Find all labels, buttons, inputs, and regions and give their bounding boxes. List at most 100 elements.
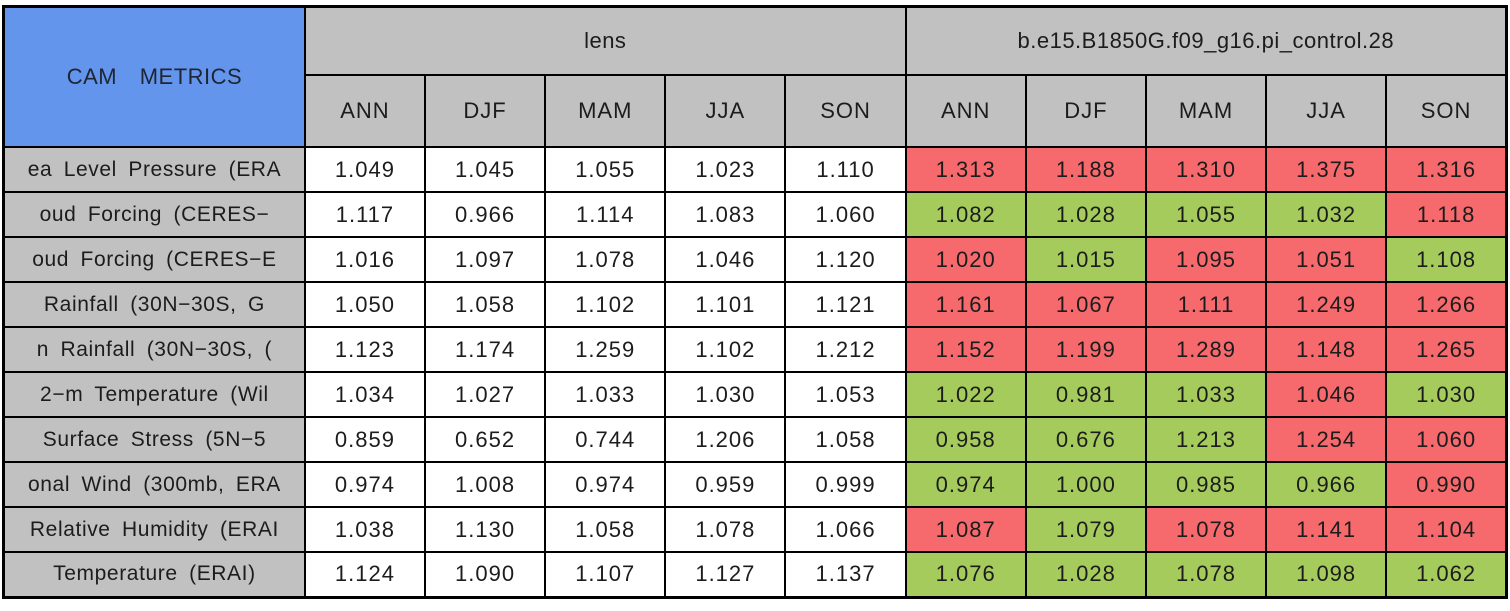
metric-row: Surface Stress (5N−5 0.859 0.652 0.744 1.206… xyxy=(2,416,1508,463)
lens-value-cell: 0.959 xyxy=(664,461,787,508)
lens-value-cell: 1.058 xyxy=(424,281,547,328)
lens-value-cell: 1.016 xyxy=(303,236,427,283)
metric-row: 2−m Temperature (Wil 1.034 1.027 1.033 1.030… xyxy=(2,371,1508,418)
season-header-control-jja: JJA xyxy=(1265,74,1388,148)
lens-value-cell: 1.008 xyxy=(424,461,547,508)
season-header-control-son: SON xyxy=(1385,74,1508,148)
metric-label: oud Forcing (CERES− xyxy=(2,191,306,238)
lens-value-cell: 1.102 xyxy=(664,326,787,373)
lens-value-cell: 1.127 xyxy=(664,551,787,598)
metric-row: oud Forcing (CERES− 1.117 0.966 1.114 1.083 1… xyxy=(2,191,1508,238)
lens-value-cell: 1.090 xyxy=(424,551,547,598)
control-value-cell: 1.098 xyxy=(1265,551,1388,598)
control-value-cell: 1.033 xyxy=(1144,371,1268,418)
control-value-cell: 1.051 xyxy=(1265,236,1388,283)
lens-value-cell: 1.102 xyxy=(544,281,667,328)
lens-value-cell: 1.121 xyxy=(784,281,907,328)
lens-value-cell: 0.999 xyxy=(784,461,907,508)
control-value-cell: 1.152 xyxy=(904,326,1027,373)
lens-value-cell: 1.038 xyxy=(303,506,427,553)
group-header-lens: lens xyxy=(303,5,907,76)
lens-value-cell: 1.049 xyxy=(303,146,427,193)
control-value-cell: 1.095 xyxy=(1144,236,1268,283)
lens-value-cell: 0.859 xyxy=(303,416,427,463)
control-value-cell: 1.082 xyxy=(904,191,1027,238)
lens-value-cell: 1.130 xyxy=(424,506,547,553)
season-header-lens-jja: JJA xyxy=(664,74,787,148)
control-value-cell: 1.249 xyxy=(1265,281,1388,328)
control-value-cell: 1.087 xyxy=(904,506,1027,553)
lens-value-cell: 1.066 xyxy=(784,506,907,553)
metric-label: Relative Humidity (ERAI xyxy=(2,506,306,553)
control-value-cell: 1.032 xyxy=(1265,191,1388,238)
control-value-cell: 1.118 xyxy=(1385,191,1508,238)
metric-label: Surface Stress (5N−5 xyxy=(2,416,306,463)
control-value-cell: 1.076 xyxy=(904,551,1027,598)
metric-row: Rainfall (30N−30S, G 1.050 1.058 1.102 1.101… xyxy=(2,281,1508,328)
lens-value-cell: 1.046 xyxy=(664,236,787,283)
control-value-cell: 1.000 xyxy=(1024,461,1147,508)
control-value-cell: 1.213 xyxy=(1144,416,1268,463)
lens-value-cell: 1.058 xyxy=(544,506,667,553)
metric-row: oud Forcing (CERES−E 1.016 1.097 1.078 1.046… xyxy=(2,236,1508,283)
season-header-lens-son: SON xyxy=(784,74,907,148)
metric-row: Temperature (ERAI) 1.124 1.090 1.107 1.127 1.… xyxy=(2,551,1508,598)
control-value-cell: 1.046 xyxy=(1265,371,1388,418)
lens-value-cell: 1.107 xyxy=(544,551,667,598)
control-value-cell: 1.266 xyxy=(1385,281,1508,328)
control-value-cell: 1.108 xyxy=(1385,236,1508,283)
metrics-rows: ea Level Pressure (ERA 1.049 1.045 1.055 1.0… xyxy=(2,146,1508,598)
lens-value-cell: 1.033 xyxy=(544,371,667,418)
season-header-lens-mam: MAM xyxy=(544,74,667,148)
season-header-row: ANN DJF MAM JJA SON ANN DJF MAM JJA SON xyxy=(4,74,1508,148)
season-header-control-djf: DJF xyxy=(1024,74,1147,148)
lens-value-cell: 1.212 xyxy=(784,326,907,373)
season-header-control-ann: ANN xyxy=(904,74,1027,148)
control-value-cell: 1.265 xyxy=(1385,326,1508,373)
lens-value-cell: 1.027 xyxy=(424,371,547,418)
control-value-cell: 1.060 xyxy=(1385,416,1508,463)
metric-label: ea Level Pressure (ERA xyxy=(2,146,306,193)
metric-label: n Rainfall (30N−30S, ( xyxy=(2,326,306,373)
metric-label: onal Wind (300mb, ERA xyxy=(2,461,306,508)
lens-value-cell: 0.966 xyxy=(424,191,547,238)
lens-value-cell: 1.124 xyxy=(303,551,427,598)
season-header-lens-djf: DJF xyxy=(424,74,547,148)
control-value-cell: 1.161 xyxy=(904,281,1027,328)
lens-value-cell: 1.045 xyxy=(424,146,547,193)
control-value-cell: 1.148 xyxy=(1265,326,1388,373)
control-value-cell: 1.078 xyxy=(1144,506,1268,553)
lens-value-cell: 1.030 xyxy=(664,371,787,418)
lens-value-cell: 0.744 xyxy=(544,416,667,463)
control-value-cell: 0.958 xyxy=(904,416,1027,463)
lens-value-cell: 1.097 xyxy=(424,236,547,283)
table-title: CAM METRICS xyxy=(2,5,306,148)
lens-value-cell: 1.259 xyxy=(544,326,667,373)
control-value-cell: 1.055 xyxy=(1144,191,1268,238)
lens-value-cell: 1.083 xyxy=(664,191,787,238)
group-header-pi-control: b.e15.B1850G.f09_g16.pi_control.28 xyxy=(904,5,1508,76)
lens-value-cell: 0.974 xyxy=(544,461,667,508)
lens-value-cell: 1.174 xyxy=(424,326,547,373)
control-value-cell: 1.079 xyxy=(1024,506,1147,553)
control-value-cell: 1.104 xyxy=(1385,506,1508,553)
group-header-row: CAM METRICS lens b.e15.B1850G.f09_g16.pi… xyxy=(2,5,1508,148)
lens-value-cell: 1.058 xyxy=(784,416,907,463)
control-value-cell: 1.289 xyxy=(1144,326,1268,373)
cam-metrics-table: CAM METRICS lens b.e15.B1850G.f09_g16.pi… xyxy=(2,5,1508,599)
control-value-cell: 1.111 xyxy=(1144,281,1268,328)
metric-label: 2−m Temperature (Wil xyxy=(2,371,306,418)
control-value-cell: 1.067 xyxy=(1024,281,1147,328)
metric-row: n Rainfall (30N−30S, (1.123 1.174 1.259 1.1… xyxy=(2,326,1508,373)
metric-row: ea Level Pressure (ERA 1.049 1.045 1.055 1.0… xyxy=(2,146,1508,193)
lens-value-cell: 1.101 xyxy=(664,281,787,328)
control-value-cell: 1.254 xyxy=(1265,416,1388,463)
metric-row: onal Wind (300mb, ERA 0.974 1.008 0.974 0.95… xyxy=(2,461,1508,508)
metric-label: Rainfall (30N−30S, G xyxy=(2,281,306,328)
lens-value-cell: 1.060 xyxy=(784,191,907,238)
control-value-cell: 1.030 xyxy=(1385,371,1508,418)
lens-value-cell: 1.206 xyxy=(664,416,787,463)
metric-row: Relative Humidity (ERAI 1.038 1.130 1.058 1.… xyxy=(2,506,1508,553)
lens-value-cell: 1.114 xyxy=(544,191,667,238)
control-value-cell: 1.313 xyxy=(904,146,1027,193)
